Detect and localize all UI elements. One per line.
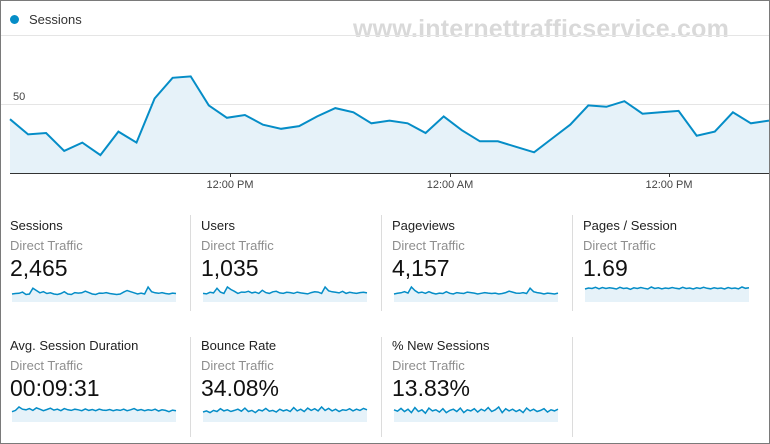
metric-tile[interactable]: Pageviews Direct Traffic 4,157 bbox=[392, 218, 572, 313]
metric-segment-label: Direct Traffic bbox=[392, 238, 465, 253]
metric-tile[interactable]: Avg. Session Duration Direct Traffic 00:09… bbox=[10, 338, 190, 433]
metric-title: Pageviews bbox=[392, 218, 455, 233]
series-line bbox=[9, 75, 769, 157]
sparkline-line bbox=[11, 406, 177, 413]
metric-title: Avg. Session Duration bbox=[10, 338, 139, 353]
divider bbox=[572, 337, 573, 437]
metric-title: % New Sessions bbox=[392, 338, 490, 353]
sparkline-line bbox=[393, 285, 559, 295]
divider bbox=[381, 215, 382, 311]
chart-legend[interactable]: Sessions bbox=[10, 12, 82, 27]
sparkline bbox=[202, 285, 368, 302]
x-tick-label: 12:00 AM bbox=[427, 179, 473, 191]
metric-value: 1,035 bbox=[201, 255, 259, 281]
metric-segment-label: Direct Traffic bbox=[392, 358, 465, 373]
sparkline-area bbox=[585, 287, 749, 302]
metric-value: 1.69 bbox=[583, 255, 628, 281]
metric-title: Bounce Rate bbox=[201, 338, 277, 353]
watermark: www.internettrafficservice.com bbox=[353, 15, 730, 43]
metric-value: 00:09:31 bbox=[10, 375, 100, 401]
x-tick-label: 12:00 PM bbox=[645, 179, 692, 191]
metric-segment-label: Direct Traffic bbox=[10, 238, 83, 253]
sparkline-line bbox=[11, 285, 177, 296]
sparkline bbox=[11, 285, 177, 302]
sparkline-line bbox=[202, 285, 368, 295]
sparkline-area bbox=[203, 287, 367, 302]
metric-value: 34.08% bbox=[201, 375, 280, 401]
sparkline bbox=[202, 405, 368, 422]
sessions-chart[interactable]: 100 50 12:00 PM 12:00 AM 12:00 PM bbox=[1, 31, 769, 201]
x-tick-label: 12:00 PM bbox=[206, 179, 253, 191]
y-tick-label: 50 bbox=[13, 91, 25, 103]
metric-tile[interactable]: Bounce Rate Direct Traffic 34.08% bbox=[201, 338, 381, 433]
metric-tile[interactable]: Sessions Direct Traffic 2,465 bbox=[10, 218, 190, 313]
sparkline-area bbox=[12, 407, 176, 422]
metric-value: 13.83% bbox=[392, 375, 471, 401]
metric-segment-label: Direct Traffic bbox=[201, 238, 274, 253]
sparkline-line bbox=[202, 405, 368, 414]
divider bbox=[190, 337, 191, 437]
sparkline bbox=[393, 405, 559, 422]
metric-segment-label: Direct Traffic bbox=[583, 238, 656, 253]
divider bbox=[381, 337, 382, 437]
metric-value: 4,157 bbox=[392, 255, 450, 281]
metric-tile[interactable]: Pages / Session Direct Traffic 1.69 bbox=[583, 218, 763, 313]
sparkline-area bbox=[394, 287, 558, 302]
metric-value: 2,465 bbox=[10, 255, 68, 281]
metric-tile[interactable]: % New Sessions Direct Traffic 13.83% bbox=[392, 338, 572, 433]
series-area bbox=[10, 76, 769, 173]
metric-tile[interactable]: Users Direct Traffic 1,035 bbox=[201, 218, 381, 313]
sparkline-area bbox=[203, 407, 367, 422]
metric-segment-label: Direct Traffic bbox=[10, 358, 83, 373]
sparkline-line bbox=[393, 405, 559, 415]
divider bbox=[572, 215, 573, 311]
divider bbox=[190, 215, 191, 311]
sparkline bbox=[584, 286, 750, 302]
sparkline bbox=[393, 285, 559, 302]
metric-title: Pages / Session bbox=[583, 218, 677, 233]
metric-title: Users bbox=[201, 218, 235, 233]
y-tick-label: 100 bbox=[13, 31, 31, 34]
metric-segment-label: Direct Traffic bbox=[201, 358, 274, 373]
legend-dot-icon bbox=[10, 15, 19, 24]
sparkline-line bbox=[584, 286, 750, 291]
metric-title: Sessions bbox=[10, 218, 63, 233]
sparkline bbox=[11, 406, 177, 422]
legend-label: Sessions bbox=[29, 12, 82, 27]
